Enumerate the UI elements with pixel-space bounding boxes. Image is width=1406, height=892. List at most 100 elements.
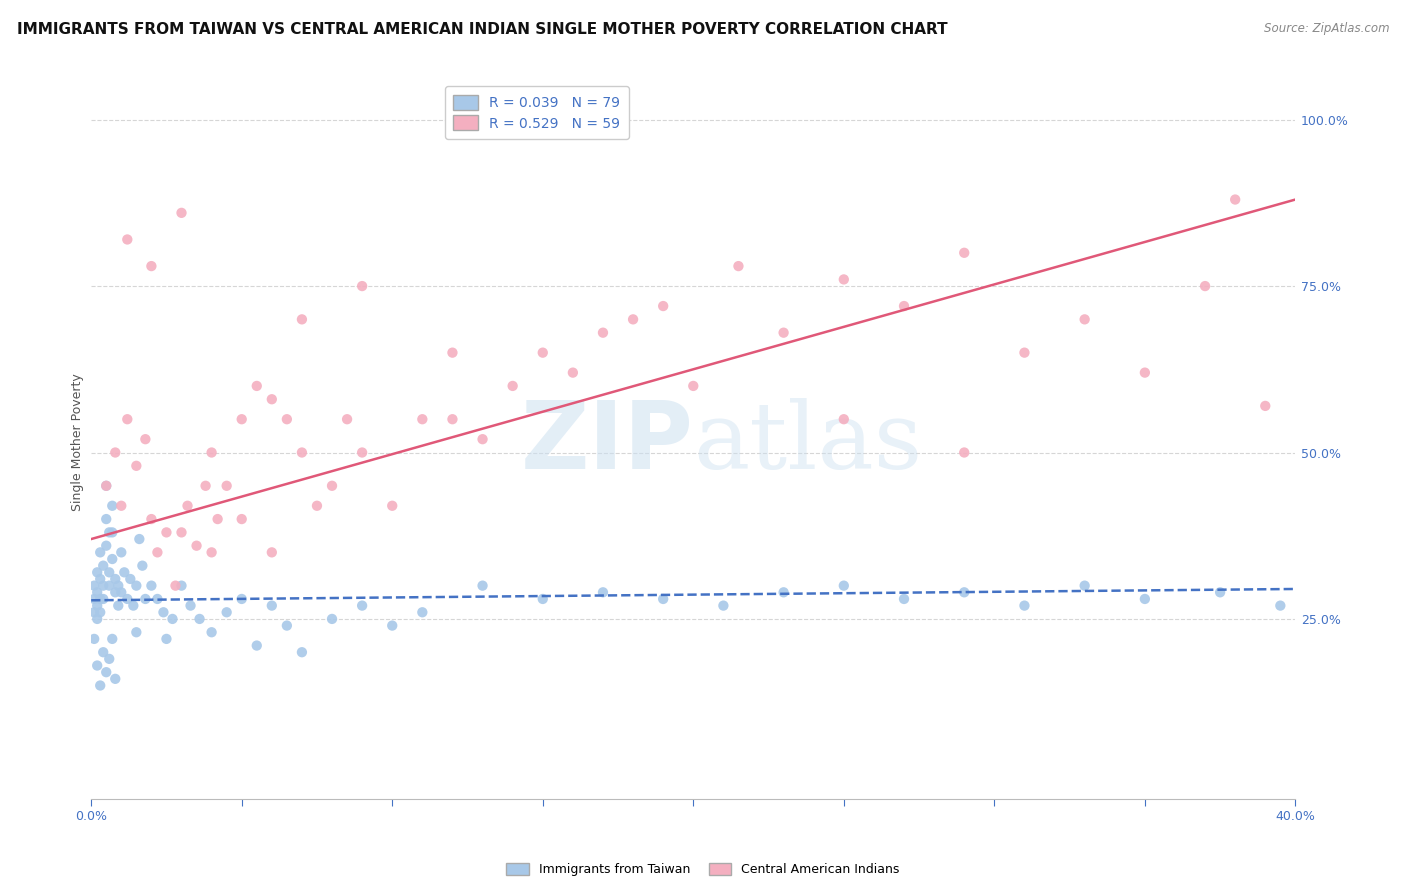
Point	[1014, 345, 1036, 359]
Point	[89, 545, 111, 559]
Point	[1209, 585, 1232, 599]
Point	[276, 618, 298, 632]
Point	[260, 599, 283, 613]
Point	[682, 379, 704, 393]
Point	[276, 412, 298, 426]
Point	[104, 445, 127, 459]
Point	[112, 566, 135, 580]
Point	[110, 585, 132, 599]
Point	[246, 379, 269, 393]
Point	[291, 645, 314, 659]
Point	[89, 605, 111, 619]
Point	[652, 591, 675, 606]
Point	[120, 572, 142, 586]
Point	[1254, 399, 1277, 413]
Point	[953, 445, 976, 459]
Point	[98, 652, 121, 666]
Point	[772, 585, 794, 599]
Point	[128, 532, 150, 546]
Point	[441, 345, 464, 359]
Point	[104, 572, 127, 586]
Point	[381, 618, 404, 632]
Point	[125, 458, 148, 473]
Point	[291, 445, 314, 459]
Point	[231, 412, 253, 426]
Point	[246, 639, 269, 653]
Point	[1133, 366, 1156, 380]
Point	[832, 412, 855, 426]
Point	[83, 591, 105, 606]
Point	[194, 479, 217, 493]
Point	[91, 558, 114, 573]
Point	[592, 585, 614, 599]
Point	[352, 599, 374, 613]
Point	[96, 665, 118, 680]
Point	[352, 279, 374, 293]
Point	[134, 432, 156, 446]
Point	[186, 539, 208, 553]
Point	[86, 566, 108, 580]
Point	[98, 566, 121, 580]
Point	[86, 612, 108, 626]
Point	[96, 479, 118, 493]
Point	[89, 572, 111, 586]
Point	[215, 479, 238, 493]
Point	[83, 632, 105, 646]
Point	[336, 412, 359, 426]
Point	[162, 612, 184, 626]
Point	[170, 579, 193, 593]
Point	[893, 299, 915, 313]
Point	[86, 585, 108, 599]
Point	[122, 599, 145, 613]
Point	[260, 545, 283, 559]
Point	[141, 259, 163, 273]
Point	[86, 658, 108, 673]
Point	[893, 591, 915, 606]
Point	[381, 499, 404, 513]
Point	[321, 612, 343, 626]
Point	[713, 599, 735, 613]
Text: ZIP: ZIP	[520, 397, 693, 489]
Point	[98, 579, 121, 593]
Point	[98, 525, 121, 540]
Point	[1014, 599, 1036, 613]
Point	[832, 272, 855, 286]
Y-axis label: Single Mother Poverty: Single Mother Poverty	[72, 374, 84, 511]
Point	[207, 512, 229, 526]
Point	[592, 326, 614, 340]
Point	[104, 585, 127, 599]
Point	[91, 645, 114, 659]
Point	[165, 579, 187, 593]
Point	[321, 479, 343, 493]
Point	[231, 591, 253, 606]
Point	[117, 591, 139, 606]
Point	[89, 679, 111, 693]
Point	[215, 605, 238, 619]
Point	[772, 326, 794, 340]
Point	[727, 259, 749, 273]
Text: atlas: atlas	[693, 398, 922, 488]
Point	[83, 579, 105, 593]
Point	[101, 499, 124, 513]
Point	[101, 552, 124, 566]
Point	[91, 591, 114, 606]
Point	[125, 625, 148, 640]
Point	[96, 512, 118, 526]
Point	[305, 499, 328, 513]
Legend: Immigrants from Taiwan, Central American Indians: Immigrants from Taiwan, Central American…	[502, 858, 904, 881]
Point	[561, 366, 583, 380]
Point	[291, 312, 314, 326]
Point	[531, 345, 554, 359]
Point	[1270, 599, 1292, 613]
Point	[411, 412, 433, 426]
Point	[152, 605, 174, 619]
Point	[155, 525, 177, 540]
Point	[117, 412, 139, 426]
Point	[201, 445, 224, 459]
Point	[83, 605, 105, 619]
Point	[201, 545, 224, 559]
Point	[104, 672, 127, 686]
Point	[110, 499, 132, 513]
Point	[471, 579, 494, 593]
Point	[411, 605, 433, 619]
